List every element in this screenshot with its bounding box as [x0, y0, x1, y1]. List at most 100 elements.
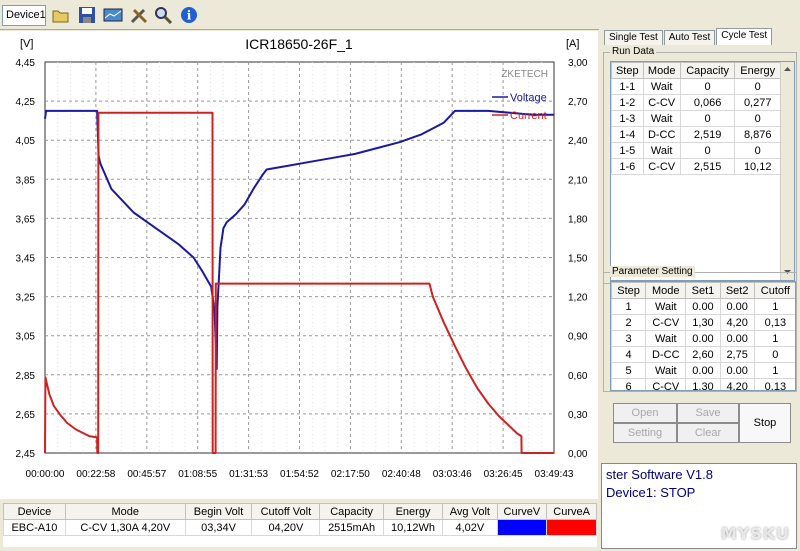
param-cell: 1,30 — [685, 314, 721, 331]
x-tick-label: 00:45:57 — [127, 469, 166, 480]
param-cell: 0,13 — [753, 378, 795, 390]
param-cell: 4,20 — [719, 378, 755, 390]
clear-button[interactable]: Clear — [677, 423, 739, 443]
param-header: Cutoff — [753, 282, 795, 299]
table-row[interactable]: 1 Wait 0.00 0.00 1 — [611, 298, 795, 315]
y-left-tick-label: 2,65 — [16, 410, 36, 421]
table-row[interactable]: 1-6 C-CV 2,515 10,12 — [611, 158, 781, 175]
save-icon[interactable] — [76, 4, 98, 26]
y-left-tick-label: 3,25 — [16, 293, 36, 304]
table-row[interactable]: 1-2 C-CV 0,066 0,277 — [611, 94, 781, 111]
table-row[interactable]: 2 C-CV 1,30 4,20 0,13 — [611, 314, 795, 331]
run-cell: 1-4 — [611, 126, 644, 143]
device-tab[interactable]: Device1 — [2, 5, 46, 26]
right-axis-unit: [A] — [566, 38, 579, 50]
table-row[interactable]: 5 Wait 0.00 0.00 1 — [611, 362, 795, 379]
y-left-tick-label: 4,05 — [16, 136, 36, 147]
stop-button[interactable]: Stop — [739, 403, 791, 443]
run-data-scrollbar[interactable] — [780, 62, 794, 280]
chart-icon[interactable] — [102, 4, 124, 26]
run-cell: 1-6 — [611, 158, 644, 175]
param-cell: 1 — [753, 362, 795, 379]
parameter-table[interactable]: Step Mode Set1 Set2 Cutoff 1 Wait 0.00 0.00 1 2 C-C… — [610, 281, 796, 391]
table-row[interactable]: 1-4 D-CC 2,519 8,876 — [611, 126, 781, 143]
table-row[interactable]: 3 Wait 0.00 0.00 1 — [611, 330, 795, 347]
param-cell: Wait — [645, 298, 687, 315]
legend-voltage: Voltage — [510, 92, 547, 104]
y-right-tick-label: 0,30 — [568, 410, 588, 421]
tab-single-test[interactable]: Single Test — [604, 30, 663, 45]
x-tick-label: 02:40:48 — [382, 469, 421, 480]
param-cell: 1,30 — [685, 378, 721, 390]
y-right-tick-label: 1,20 — [568, 293, 588, 304]
folder-open-icon[interactable] — [50, 4, 72, 26]
setting-button[interactable]: Setting — [613, 423, 677, 443]
run-cell: Wait — [642, 78, 681, 95]
summary-cell: 4,02V — [442, 519, 498, 536]
zoom-icon[interactable] — [152, 4, 174, 26]
parameter-title: Parameter Setting — [610, 266, 695, 277]
y-left-tick-label: 2,85 — [16, 371, 36, 382]
run-cell: 0 — [679, 142, 736, 159]
param-cell: Wait — [645, 362, 687, 379]
param-header: Mode — [645, 282, 687, 299]
run-cell: 8,876 — [734, 126, 781, 143]
table-row[interactable]: 1-3 Wait 0 0 — [611, 110, 781, 127]
param-cell: 0.00 — [685, 362, 721, 379]
run-cell: 2,519 — [679, 126, 736, 143]
run-cell: 1-1 — [611, 78, 644, 95]
tab-auto-test[interactable]: Auto Test — [663, 30, 716, 45]
run-header: Capacity — [679, 62, 736, 79]
y-left-tick-label: 2,45 — [16, 449, 36, 460]
param-cell: Wait — [645, 330, 687, 347]
tab-cycle-test[interactable]: Cycle Test — [716, 28, 773, 45]
run-data-table[interactable]: Step Mode Capacity Energy 1-1 Wait 0 0 1-2 C-CV 0,… — [610, 61, 795, 281]
brand-label: ZKETECH — [501, 69, 548, 80]
run-cell: C-CV — [642, 158, 681, 175]
y-right-tick-label: 2,10 — [568, 175, 588, 186]
info-icon[interactable]: i — [178, 4, 200, 26]
table-row[interactable]: 1-5 Wait 0 0 — [611, 142, 781, 159]
summary-table[interactable]: Device Mode Begin Volt Cutoff Volt Capacity E… — [3, 503, 597, 547]
run-cell: 0 — [734, 142, 781, 159]
run-cell: 0 — [734, 110, 781, 127]
y-right-tick-label: 0,00 — [568, 449, 588, 460]
x-tick-label: 01:31:53 — [229, 469, 268, 480]
y-right-tick-label: 1,50 — [568, 254, 588, 265]
table-row[interactable]: 6 C-CV 1,30 4,20 0,13 — [611, 378, 795, 390]
run-cell: 0 — [679, 78, 736, 95]
chart: 00:00:00 00:22:58 00:45:57 01:08:55 01:31:53… — [16, 36, 588, 480]
x-tick-label: 03:26:45 — [484, 469, 523, 480]
summary-cell: C-CV 1,30A 4,20V — [64, 519, 186, 536]
table-row[interactable]: 1-1 Wait 0 0 — [611, 78, 781, 95]
param-cell: 3 — [611, 330, 647, 347]
param-cell: 6 — [611, 378, 647, 390]
y-right-tick-label: 2,40 — [568, 136, 588, 147]
save-button[interactable]: Save — [677, 403, 739, 423]
table-row[interactable]: EBC-A10 C-CV 1,30A 4,20V 03,34V 04,20V 2515m… — [3, 519, 597, 536]
run-header: Mode — [642, 62, 681, 79]
y-right-tick-label: 0,60 — [568, 371, 588, 382]
param-cell: 0.00 — [685, 298, 721, 315]
param-cell: 1 — [753, 298, 795, 315]
x-tick-label: 00:00:00 — [26, 469, 65, 480]
param-cell: 5 — [611, 362, 647, 379]
summary-cell: EBC-A10 — [3, 519, 66, 536]
param-cell: 1 — [611, 298, 647, 315]
x-tick-label: 01:08:55 — [178, 469, 217, 480]
legend-current: Current — [510, 110, 547, 122]
open-button[interactable]: Open — [613, 403, 677, 423]
param-cell: 4 — [611, 346, 647, 363]
tools-icon[interactable] — [128, 4, 150, 26]
table-row[interactable]: 4 D-CC 2,60 2,75 0 — [611, 346, 795, 363]
param-header: Set1 — [685, 282, 721, 299]
watermark: MYSKU — [720, 524, 790, 543]
param-cell: 0.00 — [719, 362, 755, 379]
curve-voltage-swatch[interactable] — [496, 519, 548, 536]
summary-header: CurveV — [496, 503, 548, 520]
param-cell: 0.00 — [719, 298, 755, 315]
run-cell: C-CV — [642, 94, 681, 111]
y-right-tick-label: 1,80 — [568, 214, 588, 225]
curve-current-swatch[interactable] — [546, 519, 597, 536]
run-data-group: Run Data Step Mode Capacity Energy 1-1 Wait 0 0… — [603, 46, 797, 284]
